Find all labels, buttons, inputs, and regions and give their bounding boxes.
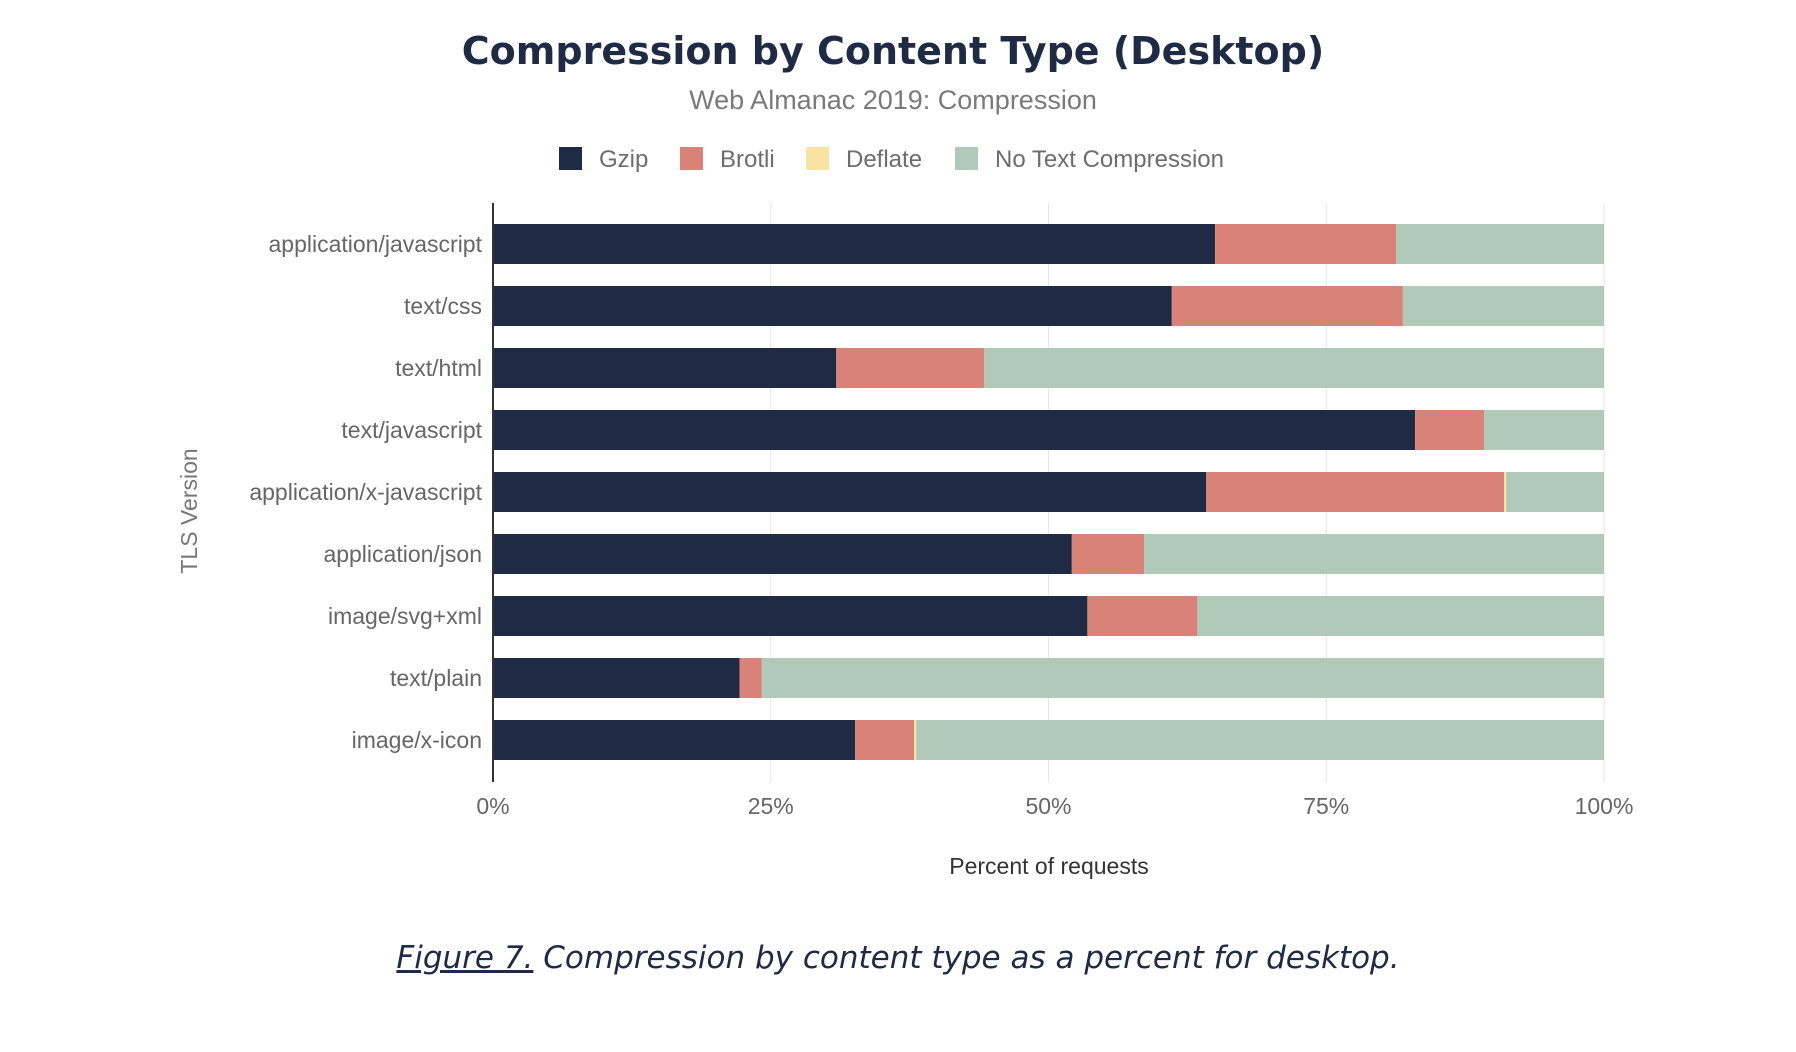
bar-gzip[interactable] bbox=[493, 410, 1416, 450]
legend-swatch-deflate[interactable] bbox=[806, 147, 829, 170]
chart-subtitle: Web Almanac 2019: Compression bbox=[689, 85, 1097, 115]
bar-no-text-compression[interactable] bbox=[1506, 472, 1604, 512]
legend-label-brotli[interactable]: Brotli bbox=[720, 146, 775, 173]
y-axis-title: TLS Version bbox=[176, 448, 202, 573]
x-axis-ticks: 0% 25% 50% 75% 100% bbox=[476, 793, 1633, 819]
category-label: text/javascript bbox=[341, 417, 482, 443]
category-label: text/html bbox=[395, 355, 482, 381]
chart-legend: Gzip Brotli Deflate No Text Compression bbox=[559, 146, 1224, 173]
bar-no-text-compression[interactable] bbox=[916, 720, 1604, 760]
bar-no-text-compression[interactable] bbox=[1484, 410, 1604, 450]
category-label: application/x-javascript bbox=[249, 479, 482, 505]
category-label: text/plain bbox=[390, 665, 482, 691]
chart-bars bbox=[493, 224, 1604, 760]
legend-swatch-no-text-compression[interactable] bbox=[955, 147, 978, 170]
bar-gzip[interactable] bbox=[493, 720, 856, 760]
figure-caption: Figure 7. Compression by content type as… bbox=[0, 940, 1796, 976]
bar-no-text-compression[interactable] bbox=[1144, 534, 1604, 574]
legend-label-deflate[interactable]: Deflate bbox=[846, 146, 922, 173]
bar-no-text-compression[interactable] bbox=[1396, 224, 1604, 264]
bar-no-text-compression[interactable] bbox=[1402, 286, 1604, 326]
bar-gzip[interactable] bbox=[493, 596, 1088, 636]
x-tick-label: 25% bbox=[748, 793, 794, 819]
bar-brotli[interactable] bbox=[1415, 410, 1485, 450]
legend-swatch-brotli[interactable] bbox=[680, 147, 703, 170]
category-label: image/x-icon bbox=[352, 727, 482, 753]
category-label: image/svg+xml bbox=[328, 603, 482, 629]
bar-gzip[interactable] bbox=[493, 658, 740, 698]
legend-swatch-gzip[interactable] bbox=[559, 147, 582, 170]
legend-label-gzip[interactable]: Gzip bbox=[599, 146, 648, 173]
bar-brotli[interactable] bbox=[739, 658, 762, 698]
chart-title: Compression by Content Type (Desktop) bbox=[462, 29, 1324, 73]
bar-no-text-compression[interactable] bbox=[761, 658, 1604, 698]
bar-brotli[interactable] bbox=[836, 348, 985, 388]
bar-brotli[interactable] bbox=[855, 720, 915, 760]
bar-brotli[interactable] bbox=[1087, 596, 1198, 636]
category-label: text/css bbox=[404, 293, 482, 319]
bar-brotli[interactable] bbox=[1215, 224, 1397, 264]
bar-gzip[interactable] bbox=[493, 224, 1216, 264]
bar-brotli[interactable] bbox=[1071, 534, 1145, 574]
x-tick-label: 0% bbox=[476, 793, 509, 819]
bar-no-text-compression[interactable] bbox=[984, 348, 1604, 388]
x-tick-label: 50% bbox=[1025, 793, 1071, 819]
bar-no-text-compression[interactable] bbox=[1197, 596, 1604, 636]
bar-gzip[interactable] bbox=[493, 286, 1172, 326]
category-label: application/json bbox=[323, 541, 482, 567]
category-label: application/javascript bbox=[268, 231, 482, 257]
x-tick-label: 75% bbox=[1303, 793, 1349, 819]
category-labels: application/javascript text/css text/html t… bbox=[249, 231, 482, 753]
bar-gzip[interactable] bbox=[493, 472, 1207, 512]
bar-brotli[interactable] bbox=[1206, 472, 1505, 512]
x-axis-title: Percent of requests bbox=[949, 853, 1148, 879]
bar-deflate[interactable] bbox=[914, 720, 917, 760]
x-tick-label: 100% bbox=[1575, 793, 1634, 819]
bar-deflate[interactable] bbox=[1504, 472, 1507, 512]
bar-gzip[interactable] bbox=[493, 534, 1072, 574]
bar-gzip[interactable] bbox=[493, 348, 837, 388]
figure-number: Figure 7. bbox=[396, 940, 534, 976]
legend-label-no-text-compression[interactable]: No Text Compression bbox=[995, 146, 1224, 173]
bar-brotli[interactable] bbox=[1171, 286, 1403, 326]
caption-text: Compression by content type as a percent… bbox=[533, 940, 1400, 976]
